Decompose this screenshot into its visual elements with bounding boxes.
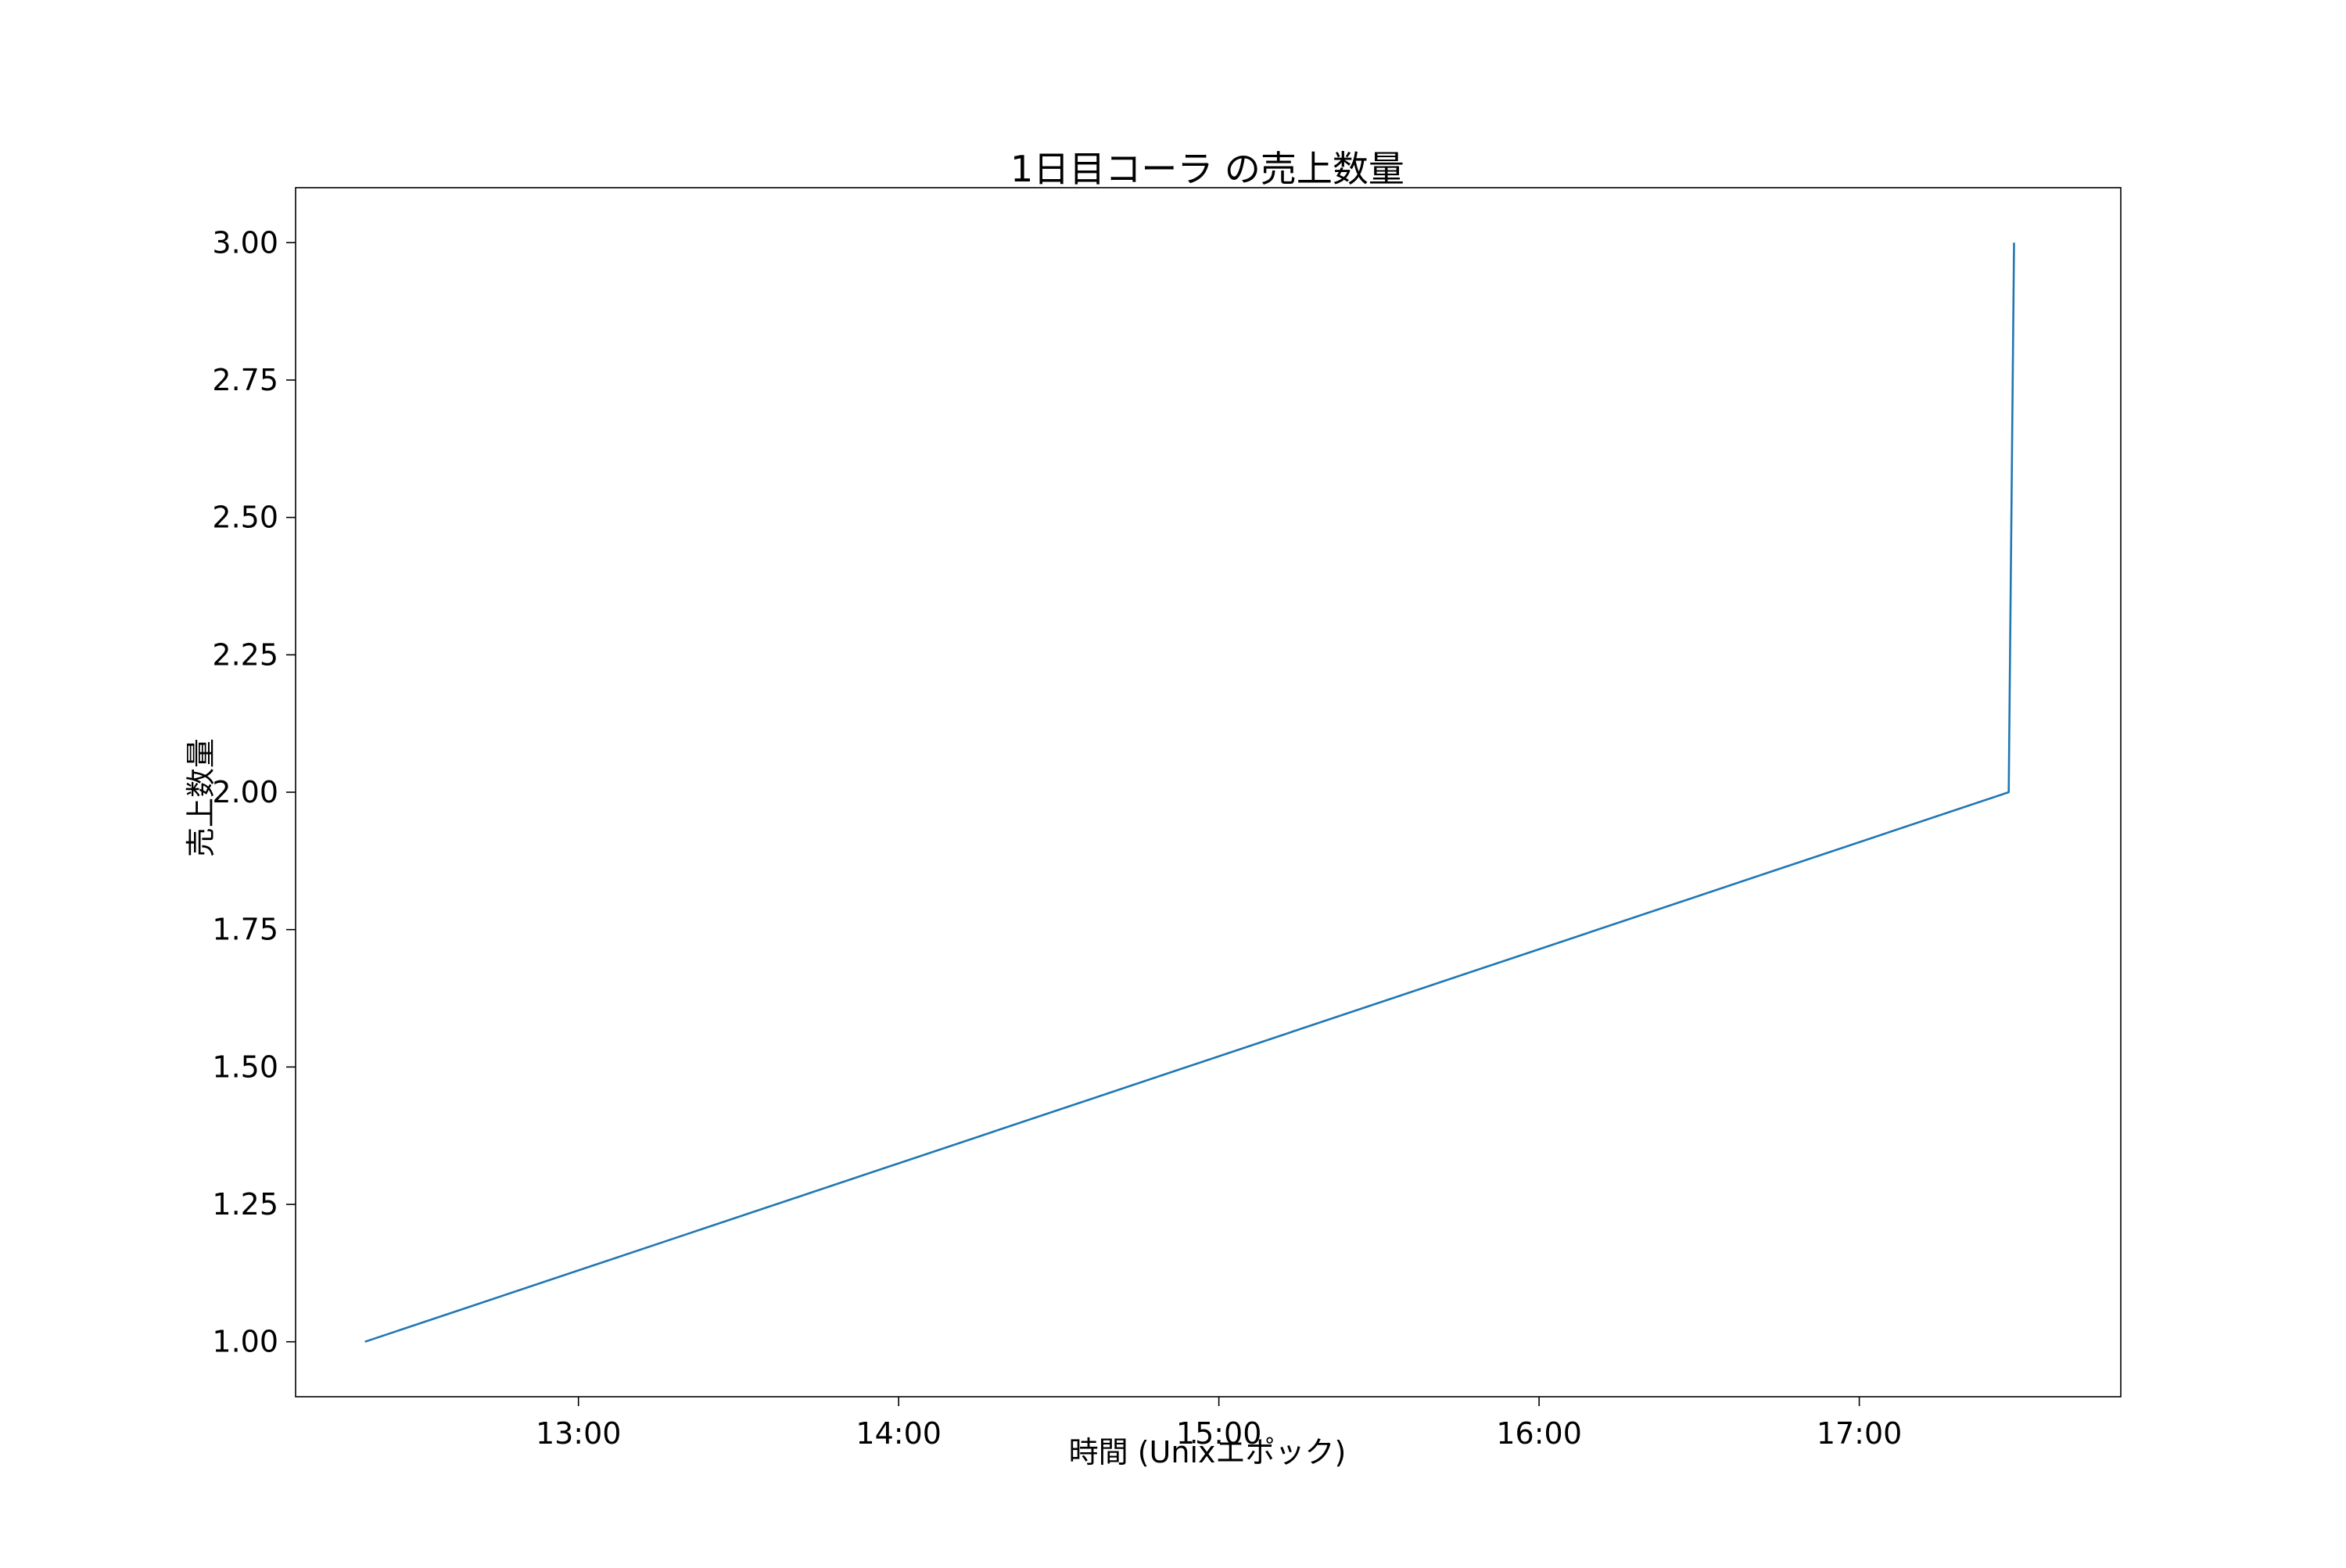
x-tick-label: 17:00: [1817, 1416, 1903, 1451]
y-tick-label: 1.50: [212, 1050, 278, 1084]
x-axis-label: 時間 (Unixエポック): [1069, 1435, 1347, 1469]
y-tick-label: 3.00: [212, 225, 278, 260]
series-line: [364, 242, 2015, 1343]
y-tick-label: 2.50: [212, 501, 278, 535]
y-tick-label: 2.75: [212, 363, 278, 397]
y-axis-label: 売上数量: [184, 738, 218, 857]
y-tick-label: 2.25: [212, 637, 278, 672]
series-layer: [364, 242, 2015, 1343]
y-tick-label: 1.25: [212, 1187, 278, 1222]
y-tick-label: 1.00: [212, 1325, 278, 1359]
x-axis-ticks: 13:00 14:00 15:00 16:00 17:00: [536, 1397, 1902, 1451]
x-tick-label: 14:00: [856, 1416, 942, 1451]
y-tick-label: 1.75: [212, 913, 278, 947]
y-tick-label: 2.00: [212, 775, 278, 809]
x-tick-label: 15:00: [1176, 1416, 1262, 1451]
chart-title: 1日目コーラ の売上数量: [1010, 148, 1404, 190]
y-axis-ticks: 1.00 1.25 1.50 1.75 2.00 2.25 2.50 2.75 3.00: [212, 225, 296, 1359]
x-tick-label: 16:00: [1496, 1416, 1582, 1451]
x-tick-label: 13:00: [536, 1416, 622, 1451]
